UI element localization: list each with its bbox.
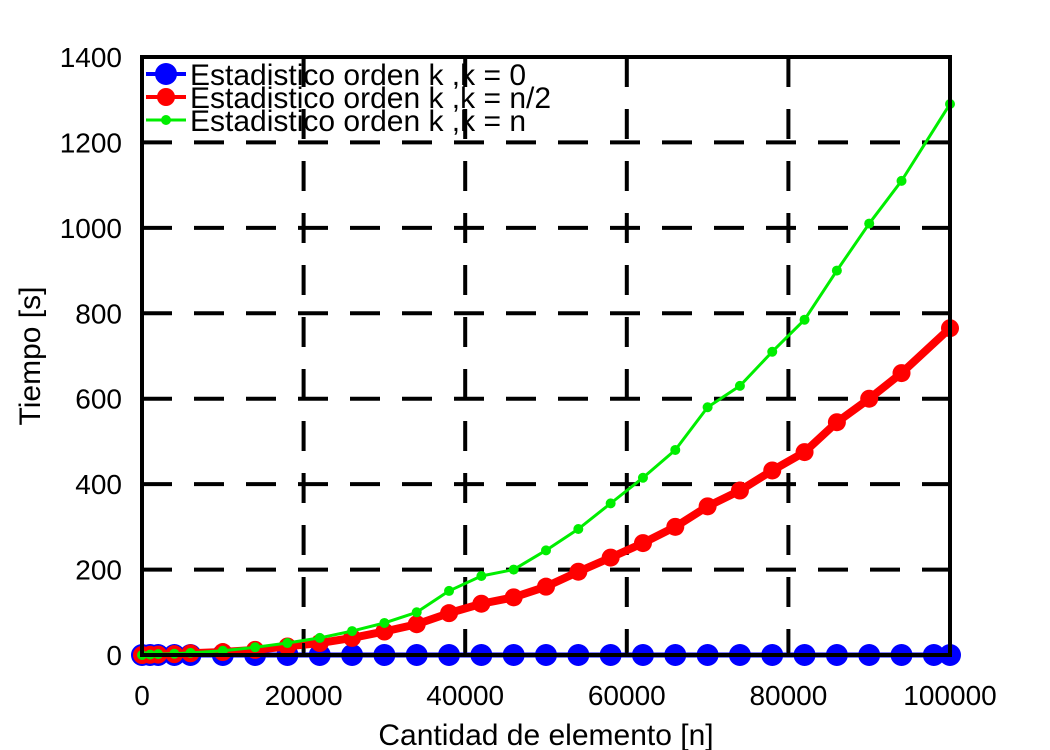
data-point [666,517,685,536]
data-point [411,607,422,618]
legend-swatch-marker [161,115,171,125]
y-axis-title: Tiempo [s] [14,287,47,426]
legend-swatch-marker [155,63,177,85]
y-tick-label: 200 [75,555,122,586]
series-1 [133,319,959,664]
x-tick-label: 20000 [265,680,343,711]
legend-label: Estadistico orden k ,k = n [190,105,526,138]
series-layer [131,98,961,666]
data-point [476,570,487,581]
y-tick-label: 1200 [60,127,122,158]
legend-entry: Estadistico orden k ,k = 0 [146,59,526,92]
data-point [508,564,519,575]
data-point [637,472,648,483]
axis-ticks [140,55,952,657]
y-tick-label: 0 [106,640,122,671]
data-point [767,346,778,357]
data-point [795,443,814,462]
data-point [827,413,846,432]
data-point [730,481,749,500]
data-point [573,523,584,534]
legend-swatch-marker [157,88,175,106]
y-tick-label: 1000 [60,213,122,244]
data-point [472,594,491,613]
data-point [831,265,842,276]
x-tick-label: 40000 [426,680,504,711]
legend-label: Estadistico orden k ,k = n/2 [190,82,551,115]
series-line [141,103,952,657]
data-point [633,534,652,553]
data-point [698,497,717,516]
data-point [892,364,911,383]
x-axis-title: Cantidad de elemento [n] [378,719,713,750]
data-point [541,545,551,556]
grid-lines [142,57,950,655]
x-tick-label: 0 [134,680,150,711]
x-tick-label: 80000 [749,680,827,711]
series-2 [137,98,955,660]
x-tick-label: 100000 [903,680,996,711]
y-tick-label: 600 [75,384,122,415]
data-point [864,218,875,229]
legend-entry: Estadistico orden k ,k = n [146,105,526,138]
data-point [670,444,681,455]
data-point [702,402,713,413]
data-point [314,632,325,643]
data-point [605,498,616,509]
data-point [444,585,455,596]
legend-label: Estadistico orden k ,k = 0 [190,59,526,92]
series-line [141,325,953,659]
axis-tick-labels: 0 20000 40000 60000 80000 100000 0 200 400 600 800… [60,42,997,711]
data-point [896,175,907,186]
data-point [537,577,555,596]
y-tick-label: 1400 [60,42,122,73]
data-point [347,626,358,637]
x-tick-label: 60000 [588,680,666,711]
data-point [601,548,620,567]
data-point [407,615,426,634]
data-point [860,389,879,408]
data-point [440,604,459,623]
data-point [375,622,394,641]
y-tick-label: 800 [75,298,122,329]
data-point [504,588,523,607]
legend-entry: Estadistico orden k ,k = n/2 [146,82,551,115]
plot-frame [140,55,952,657]
data-point [250,642,261,653]
y-tick-label: 400 [75,469,122,500]
data-point [799,314,810,325]
data-point [569,562,588,581]
data-point [379,617,390,628]
data-point [282,638,293,649]
data-point [734,380,745,391]
data-point [763,461,782,480]
